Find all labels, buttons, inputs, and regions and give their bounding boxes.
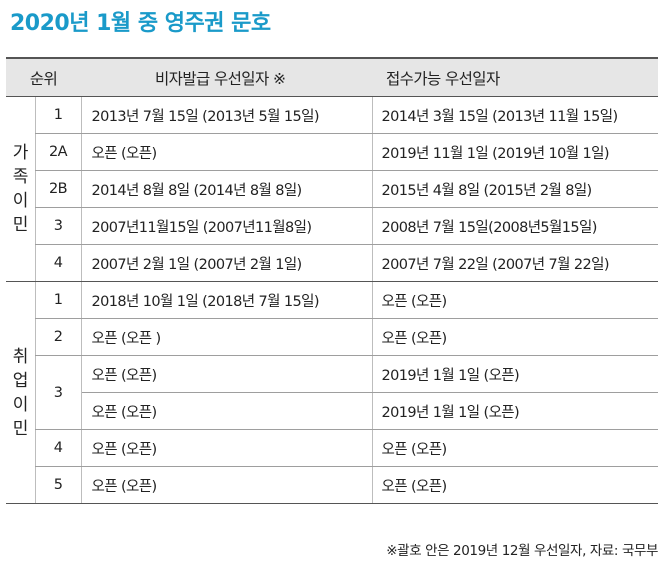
filing-date-cell: 2008년 7월 15일(2008년5월15일): [372, 207, 659, 245]
table-row: 5 오픈 (오픈) 오픈 (오픈): [6, 466, 659, 504]
filing-date-cell: 오픈 (오픈): [372, 466, 659, 504]
rank-cell: 1: [34, 96, 82, 134]
rank-cell: 2A: [34, 133, 82, 171]
filing-date-cell: 오픈 (오픈): [372, 281, 659, 319]
visa-date-cell: 오픈 (오픈): [81, 355, 373, 393]
table-row: 가 족 이 민 1 2013년 7월 15일 (2013년 5월 15일) 20…: [6, 96, 659, 282]
rank-cell: 4: [34, 244, 82, 282]
rank-cell: 4: [34, 429, 82, 467]
visa-date-cell: 오픈 (오픈): [81, 392, 373, 430]
visa-date-cell: 오픈 (오픈): [81, 466, 373, 504]
page-title: 2020년 1월 중 영주권 문호: [10, 11, 271, 36]
category-employment: 취 업 이 민: [6, 281, 35, 504]
header-visa-issue-date: 비자발급 우선일자 ※: [81, 57, 373, 97]
filing-date-cell: 오픈 (오픈): [372, 318, 659, 356]
table-row: 취 업 이 민 1 2018년 10월 1일 (2018년 7월 15일) 오픈…: [6, 281, 659, 504]
category-family: 가 족 이 민: [6, 96, 35, 282]
rank-cell: 5: [34, 466, 82, 504]
visa-date-cell: 2018년 10월 1일 (2018년 7월 15일): [81, 281, 373, 319]
filing-date-cell: 2019년 1월 1일 (오픈): [372, 392, 659, 430]
table-row: 2A 오픈 (오픈) 2019년 11월 1일 (2019년 10월 1일): [6, 133, 659, 171]
rank-cell: 2B: [34, 170, 82, 208]
table-row: 2B 2014년 8월 8일 (2014년 8월 8일) 2015년 4월 8일…: [6, 170, 659, 208]
visa-date-cell: 2014년 8월 8일 (2014년 8월 8일): [81, 170, 373, 208]
header-rank: 순위: [6, 57, 82, 97]
visa-date-cell: 오픈 (오픈): [81, 133, 373, 171]
filing-date-cell: 2019년 11월 1일 (2019년 10월 1일): [372, 133, 659, 171]
filing-date-cell: 오픈 (오픈): [372, 429, 659, 467]
visa-date-cell: 2007년 2월 1일 (2007년 2월 1일): [81, 244, 373, 282]
table-row: 4 2007년 2월 1일 (2007년 2월 1일) 2007년 7월 22일…: [6, 244, 659, 282]
filing-date-cell: 2015년 4월 8일 (2015년 2월 8일): [372, 170, 659, 208]
footnote: ※괄호 안은 2019년 12월 우선일자, 자료: 국무부: [386, 543, 658, 559]
visa-date-cell: 오픈 (오픈 ): [81, 318, 373, 356]
table-row: 3 오픈 (오픈) 2019년 1월 1일 (오픈): [6, 355, 659, 430]
visa-bulletin-table: 순위 비자발급 우선일자 ※ 접수가능 우선일자 가 족 이 민 1 2013년…: [6, 57, 659, 504]
rank-cell: 2: [34, 318, 82, 356]
rank-cell: 3: [34, 207, 82, 245]
header-filing-date: 접수가능 우선일자: [372, 57, 659, 97]
table-row: 4 오픈 (오픈) 오픈 (오픈): [6, 429, 659, 467]
table-row: 2 오픈 (오픈 ) 오픈 (오픈): [6, 318, 659, 356]
rank-cell: 1: [34, 281, 82, 319]
table-row: 3 2007년11월15일 (2007년11월8일) 2008년 7월 15일(…: [6, 207, 659, 245]
table-header-row: 순위 비자발급 우선일자 ※ 접수가능 우선일자: [6, 57, 659, 97]
filing-date-cell: 2014년 3월 15일 (2013년 11월 15일): [372, 96, 659, 134]
visa-date-cell: 오픈 (오픈): [81, 429, 373, 467]
filing-date-cell: 2019년 1월 1일 (오픈): [372, 355, 659, 393]
rank-cell: 3: [34, 355, 82, 430]
filing-date-cell: 2007년 7월 22일 (2007년 7월 22일): [372, 244, 659, 282]
visa-date-cell: 2013년 7월 15일 (2013년 5월 15일): [81, 96, 373, 134]
table-row: 오픈 (오픈) 2019년 1월 1일 (오픈): [6, 392, 659, 430]
visa-date-cell: 2007년11월15일 (2007년11월8일): [81, 207, 373, 245]
